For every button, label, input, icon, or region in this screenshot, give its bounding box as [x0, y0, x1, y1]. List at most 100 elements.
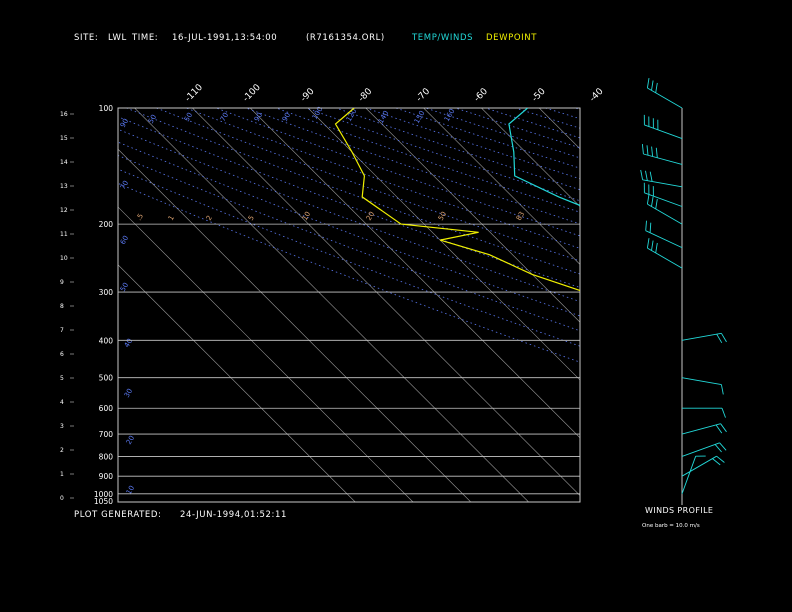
isotherm-line	[365, 108, 580, 323]
winds-profile-note: One barb = 10.0 m/s	[642, 523, 700, 529]
wind-barb-flag	[645, 170, 648, 181]
mixing-ratio-label: 1	[167, 214, 176, 222]
pressure-label: 200	[99, 220, 114, 229]
mixing-ratio-label: .5	[135, 212, 145, 222]
wind-barb-shaft	[647, 87, 683, 109]
plot-frame	[117, 107, 581, 503]
dry-adiabat	[118, 182, 580, 363]
height-label: 9	[60, 279, 64, 286]
wind-barb-flag	[655, 242, 658, 253]
wind-barb-flag	[649, 222, 652, 233]
mixing-ratio-label: 10	[301, 210, 312, 222]
height-label: 16	[60, 111, 68, 118]
pressure-label: 300	[99, 288, 114, 297]
temp-line	[508, 108, 580, 207]
time-value: 16-JUL-1991,13:54:00	[172, 33, 278, 43]
dry-adiabat-label-left: 60	[119, 234, 130, 246]
wind-barb-flag	[720, 384, 724, 395]
height-label: 3	[60, 423, 64, 430]
dry-adiabat-label: 70	[219, 111, 230, 123]
wind-barbs	[640, 78, 727, 494]
site-label: SITE:	[74, 33, 99, 43]
wind-barb-flag	[646, 78, 650, 89]
dry-adiabat-label: 90	[253, 111, 264, 123]
dry-adiabat-lines	[118, 108, 580, 363]
wind-barb-shaft	[681, 442, 720, 457]
wind-barb-shaft	[643, 153, 683, 165]
height-label: 6	[60, 351, 64, 358]
wind-barb-flag	[651, 196, 654, 207]
isotherm-line	[481, 108, 580, 208]
wind-barb-flag	[720, 423, 727, 433]
height-label: 10	[60, 255, 68, 262]
height-label: 0	[60, 495, 64, 502]
mixing-ratio-labels: .5 1 2 5 10 20 50 83	[135, 210, 526, 222]
plot-generated-value: 24-JUN-1994,01:52:11	[180, 510, 288, 520]
wind-barb-flag	[655, 199, 658, 209]
pressure-label: 400	[99, 336, 114, 345]
isotherm-line	[192, 108, 580, 497]
isotherm-line	[118, 264, 356, 502]
sounding-series	[334, 108, 580, 292]
pressure-label: 900	[99, 472, 114, 481]
pressure-label: 600	[99, 404, 114, 413]
wind-barb-flag	[719, 442, 727, 451]
wind-barb-flag	[651, 146, 654, 157]
wind-barb-flag	[641, 144, 644, 155]
wind-barb-shaft	[681, 332, 722, 341]
height-label: 2	[60, 447, 64, 454]
legend-dewpoint: DEWPOINT	[486, 33, 537, 43]
height-label: 1	[60, 471, 64, 478]
time-label: TIME:	[132, 33, 159, 43]
winds-profile-title: WINDS PROFILE	[645, 506, 714, 515]
legend-temp: TEMP/WINDS	[412, 33, 474, 43]
height-label: 13	[60, 183, 68, 190]
height-label: 7	[60, 327, 64, 334]
file-id: (R7161354.ORL)	[306, 33, 385, 43]
wind-barb-flag	[646, 194, 650, 205]
wind-barb-shaft	[681, 377, 722, 386]
wind-barb-shaft	[681, 455, 717, 477]
dry-adiabat-label-left: 50	[119, 281, 130, 293]
mixing-ratio-label: 83	[515, 210, 526, 222]
height-label: 12	[60, 207, 68, 214]
isotherm-lines	[118, 108, 580, 502]
wind-barb-flag	[721, 408, 726, 418]
height-label: 14	[60, 159, 68, 166]
mixing-ratio-label: 2	[205, 214, 214, 222]
dry-adiabat-label-left: 40	[123, 337, 134, 349]
height-label: 4	[60, 399, 64, 406]
wind-barb-flag	[716, 333, 723, 344]
wind-barb-flag	[721, 333, 727, 343]
wind-barb-flag	[645, 220, 647, 231]
wind-barb-shaft	[644, 192, 683, 207]
dry-adiabat-label: 90	[119, 117, 130, 129]
isotherm-line	[134, 108, 529, 502]
pressure-label: 1050	[94, 497, 113, 506]
plot-generated-label: PLOT GENERATED:	[74, 510, 162, 520]
dry-adiabat-label-left: 70	[119, 179, 130, 191]
wind-barb-shaft	[647, 247, 683, 269]
dry-adiabat-label: 50	[147, 113, 158, 125]
wind-barb-flag	[646, 145, 649, 156]
wind-barb-shaft	[647, 203, 683, 225]
height-label: 8	[60, 303, 64, 310]
isotherm-line	[423, 108, 580, 265]
mixing-ratio-label: 20	[365, 210, 376, 222]
wind-barb-flag	[715, 424, 723, 434]
site-value: LWL	[108, 33, 127, 43]
height-label: 5	[60, 375, 64, 382]
dry-adiabat-label: 50	[183, 111, 194, 123]
wind-barb-flag	[651, 240, 654, 251]
wind-barb-shaft	[681, 456, 697, 494]
wind-barb-flag	[651, 80, 654, 91]
dry-adiabat-label-left: 20	[125, 434, 136, 446]
wind-barb-flag	[655, 82, 658, 93]
pressure-label: 100	[99, 104, 114, 113]
wind-barb-shaft	[645, 230, 683, 249]
isotherm-line	[307, 108, 580, 381]
wind-barb-flag	[649, 171, 653, 182]
mixing-ratio-label: 5	[247, 214, 256, 222]
